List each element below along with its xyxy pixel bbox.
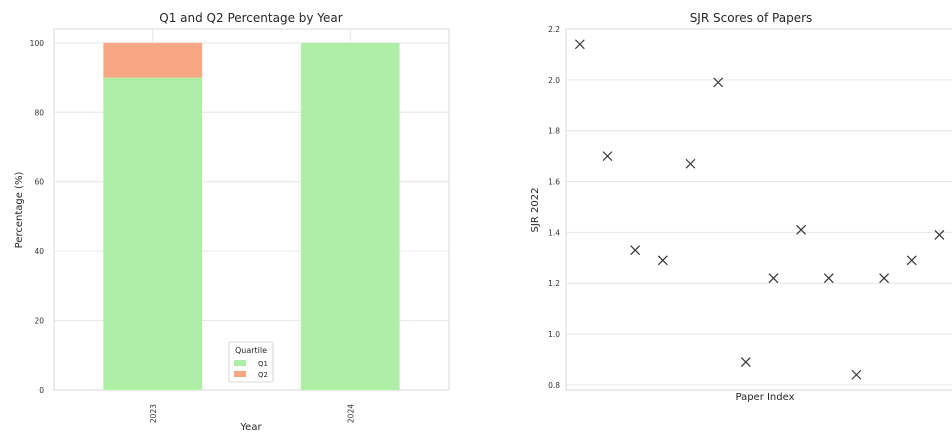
scatter-chart-y-tick-label: 1.8 <box>548 127 560 136</box>
bar-chart-x-label: Year <box>239 422 262 432</box>
scatter-point <box>880 274 889 283</box>
scatter-point <box>603 152 612 161</box>
scatter-chart-y-tick-label: 1.4 <box>548 228 560 237</box>
scatter-point <box>935 230 944 239</box>
bar-chart-y-ticks: 0 20 40 60 80 100 <box>30 39 45 395</box>
bar-q1-2024 <box>301 43 400 390</box>
scatter-chart-y-tick-label: 1.6 <box>548 178 560 187</box>
bar-chart-title: Q1 and Q2 Percentage by Year <box>159 11 343 25</box>
scatter-point <box>769 274 778 283</box>
bar-chart-y-tick-label: 0 <box>39 386 44 395</box>
legend-swatch-q1 <box>234 360 246 366</box>
bar-q2-2023 <box>103 43 202 78</box>
bar-chart-x-tick-label: 2023 <box>149 404 158 423</box>
scatter-chart-x-label: Paper Index <box>735 392 794 403</box>
bar-chart: Q1 and Q2 Percentage by Year 0 20 40 60 80 10… <box>14 11 449 432</box>
bar-chart-y-tick-label: 60 <box>34 178 44 187</box>
scatter-chart-y-tick-label: 1.0 <box>548 330 560 339</box>
bar-chart-x-ticks: 2023 2024 <box>149 404 356 423</box>
scatter-point <box>686 159 695 168</box>
scatter-point <box>714 78 723 87</box>
scatter-chart-y-label: SJR 2022 <box>530 188 541 233</box>
scatter-point <box>797 225 806 234</box>
scatter-chart-y-tick-label: 2.2 <box>548 25 560 34</box>
scatter-chart: SJR Scores of Papers 0.8 1.0 1.2 1.4 1.6 1.8 2… <box>530 11 952 403</box>
scatter-point <box>907 256 916 265</box>
scatter-chart-frame <box>566 29 952 390</box>
bar-chart-y-tick-label: 100 <box>30 39 45 48</box>
scatter-point <box>658 256 667 265</box>
scatter-chart-y-tick-label: 1.2 <box>548 279 560 288</box>
bar-chart-bars <box>103 43 399 390</box>
scatter-point <box>824 274 833 283</box>
bar-chart-y-label: Percentage (%) <box>14 172 25 249</box>
scatter-point <box>741 358 750 367</box>
scatter-point <box>852 370 861 379</box>
scatter-point <box>631 246 640 255</box>
bar-q1-2023 <box>103 78 202 390</box>
scatter-chart-title: SJR Scores of Papers <box>690 11 813 25</box>
bar-chart-y-tick-label: 40 <box>34 247 44 256</box>
bar-chart-x-tick-label: 2024 <box>346 404 355 423</box>
scatter-chart-y-tick-label: 2.0 <box>548 76 560 85</box>
legend-swatch-q2 <box>234 371 246 377</box>
scatter-chart-y-tick-label: 0.8 <box>548 381 560 390</box>
scatter-chart-gridlines <box>566 29 952 385</box>
legend-label-q1: Q1 <box>258 360 268 368</box>
bar-chart-y-tick-label: 80 <box>34 108 44 117</box>
scatter-chart-y-ticks: 0.8 1.0 1.2 1.4 1.6 1.8 2.0 2.2 <box>548 25 560 390</box>
legend-title: Quartile <box>235 346 267 355</box>
scatter-chart-points <box>575 40 944 379</box>
bar-chart-y-tick-label: 20 <box>34 317 44 326</box>
legend: Quartile Q1 Q2 <box>229 342 273 382</box>
legend-label-q2: Q2 <box>258 371 268 379</box>
scatter-point <box>575 40 584 49</box>
